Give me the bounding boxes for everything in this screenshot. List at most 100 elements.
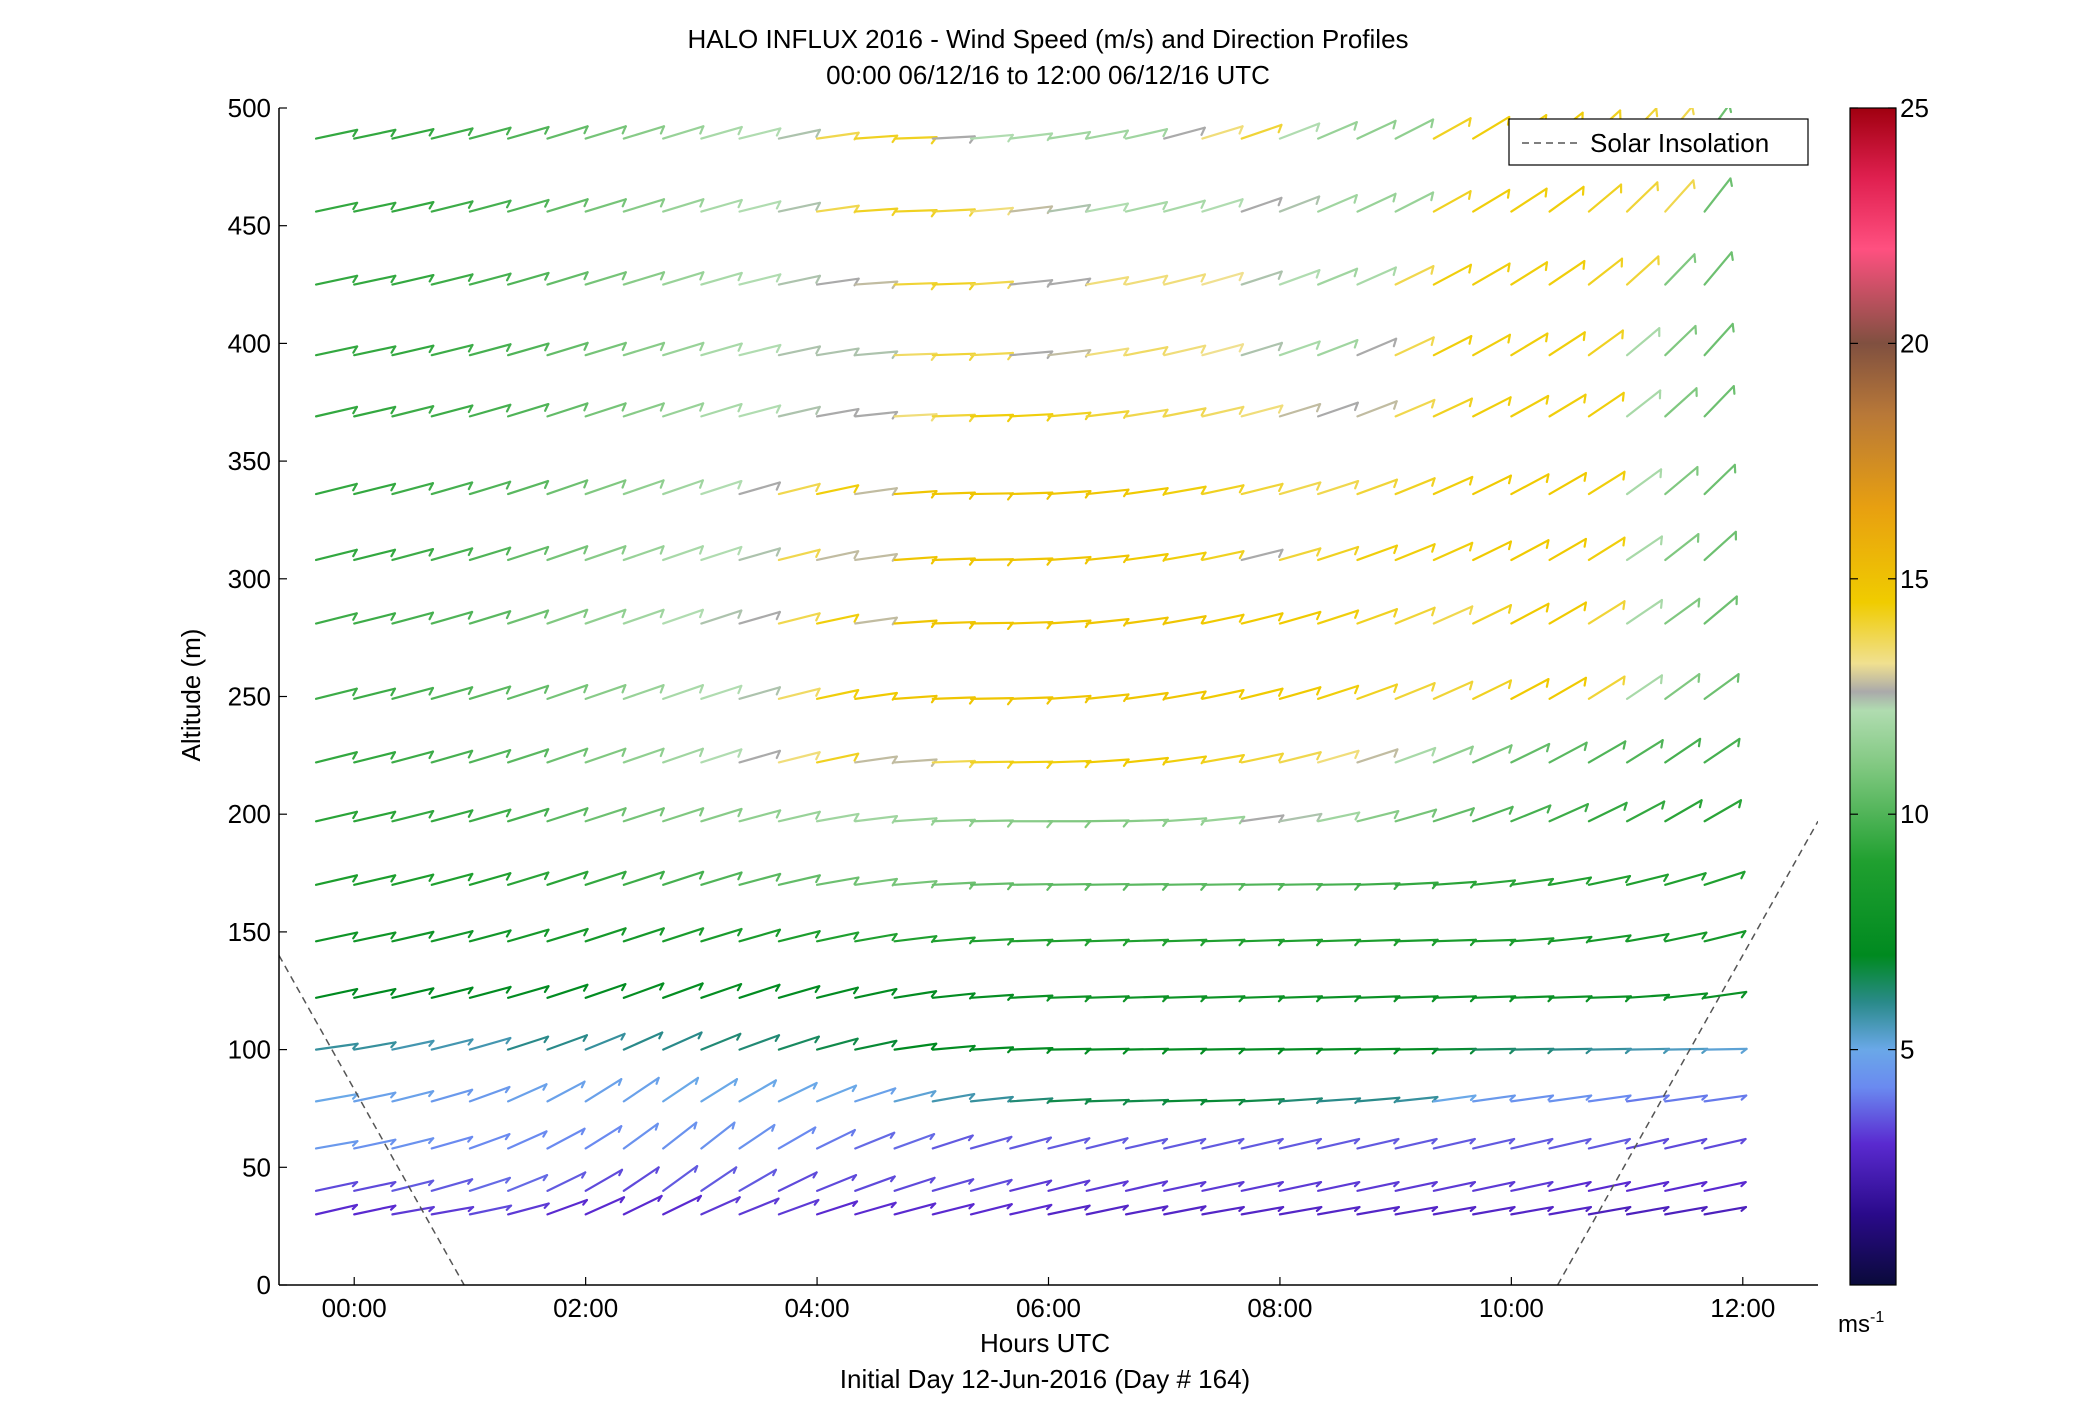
wind-barb [468,985,512,999]
wind-barb [1317,995,1362,1003]
wind-barb [1201,995,1246,1003]
wind-barb [507,1202,550,1216]
y-tick-label: 300 [228,564,271,594]
wind-barb [1317,749,1360,764]
wind-barb [1163,615,1207,625]
wind-barb [1625,389,1662,418]
wind-barb [622,1122,659,1150]
wind-barb [893,413,938,422]
wind-barb [507,198,550,213]
colorbar-tick-label: 25 [1900,93,1929,123]
wind-barb [584,545,627,562]
y-tick-label: 0 [257,1270,271,1300]
wind-barb [314,482,358,496]
wind-barb [546,747,589,764]
wind-barb [391,405,435,418]
wind-barb [353,931,397,943]
wind-barb [1664,1181,1708,1192]
wind-barb [969,1046,1015,1054]
wind-barb [1356,1137,1400,1150]
wind-barb [1047,694,1092,704]
wind-barb [815,689,860,700]
wind-barb [1356,1181,1400,1192]
wind-barb [1472,474,1513,496]
y-tick-label: 150 [228,917,271,947]
wind-barb [1394,606,1436,625]
wind-barb [969,1178,1013,1192]
wind-barb [662,479,704,496]
wind-barb [391,1039,435,1051]
wind-barb [507,748,550,764]
wind-barb [1047,759,1092,769]
wind-barb [854,877,898,887]
wind-barb [1047,1047,1092,1055]
wind-barb [1201,198,1244,213]
x-axis-sublabel: Initial Day 12-Jun-2016 (Day # 164) [840,1364,1250,1394]
wind-barb [1472,262,1511,286]
wind-barb [1625,255,1660,286]
wind-barb [1201,1205,1245,1216]
wind-barb [1394,746,1437,764]
wind-barb [1163,817,1208,826]
wind-barb [931,491,976,500]
wind-barb [1317,545,1360,562]
wind-barb [314,1042,359,1051]
wind-barb [662,684,704,700]
wind-barb [815,407,860,418]
wind-barb [1163,273,1207,286]
wind-barb [546,1080,586,1103]
wind-barb [1278,195,1321,213]
wind-barb [1472,938,1517,947]
wind-barb [430,1178,474,1192]
wind-barb [391,750,435,764]
wind-barb [1356,266,1397,286]
wind-barb [584,608,627,625]
wind-barb [1047,820,1092,829]
wind-barb [854,487,898,496]
wind-barb [622,402,665,418]
wind-barb [507,1083,548,1103]
wind-barb [1085,995,1130,1003]
wind-barb [893,619,938,629]
wind-barb [584,271,627,286]
wind-barb [391,686,435,700]
wind-barb [353,1181,397,1192]
wind-barb [622,479,665,496]
wind-barb [931,1178,975,1192]
wind-barb [1317,1181,1361,1192]
wind-barb [430,1038,474,1051]
wind-barb [622,198,666,213]
wind-barb [777,1035,820,1051]
wind-barb [1587,1181,1632,1192]
wind-barb [584,807,627,823]
wind-barb [1201,613,1245,625]
wind-barb [1240,938,1285,947]
wind-barb [314,612,358,625]
wind-barb [815,550,860,562]
y-tick-label: 50 [242,1152,271,1182]
wind-barb [1085,1180,1129,1192]
wind-barb [1394,995,1439,1003]
wind-barb [584,402,627,418]
wind-barb [1625,181,1659,213]
wind-barb [1317,882,1362,891]
wind-barb [662,341,705,357]
wind-barb [468,1036,512,1051]
wind-barb [931,759,976,769]
wind-barb [1394,1137,1438,1150]
wind-barb [1703,1205,1748,1216]
wind-barb [893,209,938,218]
wind-barb [1047,277,1092,287]
wind-barb [1432,938,1477,947]
wind-barb [969,1095,1014,1103]
wind-barb [1664,179,1696,213]
wind-barb [700,1166,738,1192]
wind-barb [1009,1047,1054,1054]
y-axis-ticks: 0 50 100 150 200 250 300 350 400 450 500 [228,93,287,1300]
wind-barb [1432,1047,1477,1055]
wind-barb [468,929,512,943]
wind-barb [1240,404,1284,418]
wind-barb [777,201,822,213]
wind-barb [584,1168,624,1192]
wind-barb [738,1168,778,1192]
